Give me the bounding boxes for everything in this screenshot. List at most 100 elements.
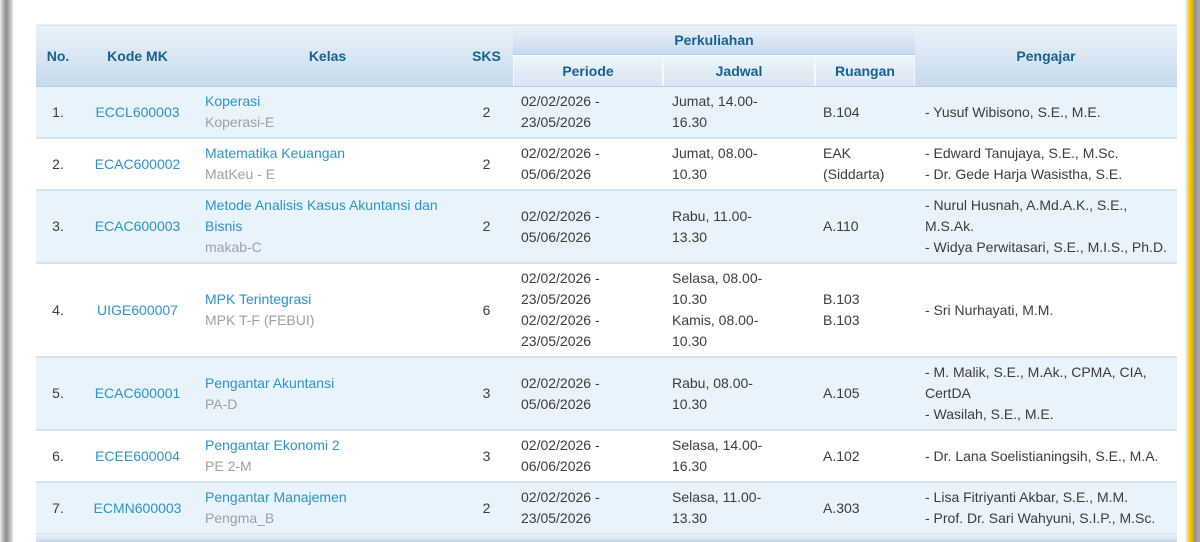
table-row: 1. ECCL600003 Koperasi Koperasi-E 2 02/0… xyxy=(36,86,1177,139)
table-row: 7. ECMN600003 Pengantar Manajemen Pengma… xyxy=(36,482,1177,534)
pengajar-line: - M. Malik, S.E., M.Ak., CPMA, CIA, Cert… xyxy=(925,364,1147,401)
class-name: MatKeu - E xyxy=(205,166,276,182)
course-name-link[interactable]: Pengantar Manajemen xyxy=(205,489,347,505)
course-code-cell: UIGE600007 xyxy=(80,263,195,358)
class-name: PE 2-M xyxy=(205,458,252,474)
jadwal-cell: Rabu, 11.00-13.30 xyxy=(663,190,815,264)
ruangan-line: EAK xyxy=(823,145,852,161)
pengajar-cell: - Sri Nurhayati, M.M. xyxy=(915,263,1177,358)
sks-cell: 3 xyxy=(460,357,513,431)
course-code-link[interactable]: ECAC600003 xyxy=(94,218,181,234)
ruangan-cell: A.102 xyxy=(815,430,915,483)
periode-line: 02/02/2026 - 06/06/2026 xyxy=(521,437,600,474)
class-name: makab-C xyxy=(205,239,262,255)
ruangan-cell: EAK (Siddarta) xyxy=(815,138,915,191)
col-header-jadwal: Jadwal xyxy=(663,54,815,87)
periode-cell: 02/02/2026 - 23/05/2026 02/02/2026 - 23/0… xyxy=(513,263,663,358)
course-name-link[interactable]: Matematika Keuangan xyxy=(205,145,346,161)
ruangan-line: (Siddarta) xyxy=(823,166,885,182)
col-header-no: No. xyxy=(36,24,80,87)
class-name: Koperasi-E xyxy=(205,114,275,130)
table-header: No. Kode MK Kelas SKS Perkuliahan Pengaj… xyxy=(36,24,1177,87)
jadwal-cell: Selasa, 11.00-13.30 xyxy=(663,482,815,534)
course-code-cell: ECMN600003 xyxy=(80,482,195,534)
jadwal-line: Rabu, 11.00-13.30 xyxy=(672,207,752,245)
ruangan-cell: A.303 xyxy=(815,482,915,534)
pengajar-line: - Wasilah, S.E., M.E. xyxy=(925,406,1054,422)
window-edge-left xyxy=(0,0,13,542)
col-header-sks: SKS xyxy=(460,24,513,87)
pengajar-line: - Yusuf Wibisono, S.E., M.E. xyxy=(925,103,1101,120)
periode-line: 02/02/2026 - 05/06/2026 xyxy=(521,145,600,182)
jadwal-line: Selasa, 14.00-16.30 xyxy=(672,437,763,474)
course-code-cell: ECAC600001 xyxy=(80,357,195,431)
course-code-link[interactable]: ECMN600003 xyxy=(93,499,182,516)
course-cell: Pengantar Akuntansi PA-D xyxy=(195,357,460,431)
ruangan-line: A.105 xyxy=(823,385,860,401)
pengajar-cell: - Edward Tanujaya, S.E., M.Sc. - Dr. Gede… xyxy=(915,138,1177,191)
row-number: 4. xyxy=(36,263,80,358)
periode-line: 02/02/2026 - 05/06/2026 xyxy=(521,374,600,412)
col-header-perkuliahan: Perkuliahan xyxy=(513,24,915,55)
ruangan-line: A.102 xyxy=(823,447,860,464)
col-header-ruangan: Ruangan xyxy=(815,54,915,87)
course-code-cell: ECEE600004 xyxy=(80,430,195,483)
table-body: 1. ECCL600003 Koperasi Koperasi-E 2 02/0… xyxy=(36,86,1177,534)
row-number: 1. xyxy=(36,86,80,139)
jadwal-cell: Jumat, 14.00-16.30 xyxy=(663,86,815,139)
course-name-link[interactable]: Metode Analisis Kasus Akuntansi dan Bisn… xyxy=(205,197,438,234)
periode-line: 02/02/2026 - 23/05/2026 xyxy=(521,93,600,130)
course-schedule-table: No. Kode MK Kelas SKS Perkuliahan Pengaj… xyxy=(36,24,1177,542)
jadwal-line: Kamis, 08.00-10.30 xyxy=(672,312,759,349)
pengajar-line: - Lisa Fitriyanti Akbar, S.E., M.M. xyxy=(925,489,1129,505)
table-row: 2. ECAC600002 Matematika Keuangan MatKeu… xyxy=(36,138,1177,191)
row-number: 3. xyxy=(36,190,80,264)
course-code-link[interactable]: UIGE600007 xyxy=(97,301,178,318)
periode-line: 02/02/2026 - 23/05/2026 xyxy=(521,270,600,307)
class-name: PA-D xyxy=(205,395,238,412)
class-name: MPK T-F (FEBUI) xyxy=(205,312,315,328)
pengajar-cell: - M. Malik, S.E., M.Ak., CPMA, CIA, Cert… xyxy=(915,357,1177,431)
table-row: 5. ECAC600001 Pengantar Akuntansi PA-D 3… xyxy=(36,357,1177,431)
course-cell: Koperasi Koperasi-E xyxy=(195,86,460,139)
course-code-link[interactable]: ECAC600002 xyxy=(94,155,181,172)
course-name-link[interactable]: Pengantar Akuntansi xyxy=(205,374,335,391)
pengajar-cell: - Nurul Husnah, A.Md.A.K., S.E., M.S.Ak.… xyxy=(915,190,1177,264)
window-edge-right xyxy=(1194,0,1200,542)
table-row: 4. UIGE600007 MPK Terintegrasi MPK T-F (… xyxy=(36,263,1177,358)
jadwal-line: Jumat, 14.00-16.30 xyxy=(672,93,758,130)
jadwal-line: Selasa, 08.00-10.30 xyxy=(672,270,763,307)
pengajar-line: - Dr. Gede Harja Wasistha, S.E. xyxy=(925,166,1123,182)
ruangan-cell: B.104 xyxy=(815,86,915,139)
ruangan-line: A.110 xyxy=(823,218,859,234)
table-footer-strip xyxy=(36,534,1177,542)
periode-cell: 02/02/2026 - 05/06/2026 xyxy=(513,190,663,264)
course-name-link[interactable]: Pengantar Ekonomi 2 xyxy=(205,437,340,453)
course-code-cell: ECAC600003 xyxy=(80,190,195,264)
course-cell: Pengantar Ekonomi 2 PE 2-M xyxy=(195,430,460,483)
periode-cell: 02/02/2026 - 05/06/2026 xyxy=(513,357,663,431)
sks-cell: 3 xyxy=(460,430,513,483)
pengajar-line: - Prof. Dr. Sari Wahyuni, S.I.P., M.Sc. xyxy=(925,510,1156,526)
periode-line: 02/02/2026 - 23/05/2026 xyxy=(521,312,600,349)
table-row: 3. ECAC600003 Metode Analisis Kasus Akun… xyxy=(36,190,1177,264)
sks-cell: 2 xyxy=(460,86,513,139)
row-number: 2. xyxy=(36,138,80,191)
col-header-pengajar: Pengajar xyxy=(915,24,1177,87)
window-accent-stripe xyxy=(1186,0,1194,542)
course-code-link[interactable]: ECCL600003 xyxy=(95,103,180,120)
course-code-link[interactable]: ECAC600001 xyxy=(94,385,181,401)
ruangan-line: B.103 xyxy=(823,291,860,307)
periode-cell: 02/02/2026 - 05/06/2026 xyxy=(513,138,663,191)
pengajar-cell: - Yusuf Wibisono, S.E., M.E. xyxy=(915,86,1177,139)
col-header-periode: Periode xyxy=(513,54,663,87)
pengajar-line: - Edward Tanujaya, S.E., M.Sc. xyxy=(925,145,1119,161)
course-code-link[interactable]: ECEE600004 xyxy=(95,447,180,464)
ruangan-cell: B.103 B.103 xyxy=(815,263,915,358)
course-cell: Matematika Keuangan MatKeu - E xyxy=(195,138,460,191)
jadwal-cell: Rabu, 08.00-10.30 xyxy=(663,357,815,431)
pengajar-line: - Dr. Lana Soelistianingsih, S.E., M.A. xyxy=(925,447,1159,464)
course-name-link[interactable]: MPK Terintegrasi xyxy=(205,291,312,307)
course-cell: Metode Analisis Kasus Akuntansi dan Bisn… xyxy=(195,190,460,264)
course-name-link[interactable]: Koperasi xyxy=(205,93,261,109)
